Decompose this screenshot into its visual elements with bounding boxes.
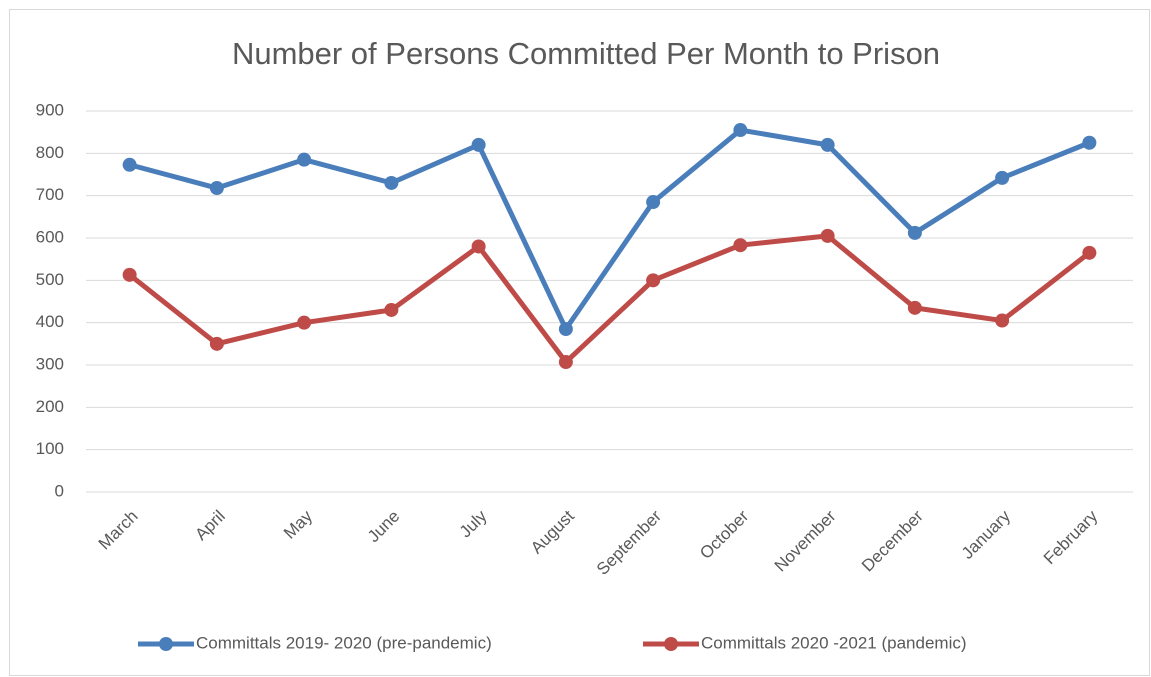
data-point [471, 239, 486, 254]
data-point [558, 355, 573, 370]
data-point [995, 170, 1010, 185]
y-tick-label: 400 [36, 312, 64, 331]
data-point [646, 195, 661, 210]
data-point [733, 238, 748, 253]
data-point [907, 225, 922, 240]
y-tick-label: 100 [36, 439, 64, 458]
legend-label: Committals 2019- 2020 (pre-pandemic) [196, 633, 492, 652]
data-point [122, 157, 137, 172]
chart-border [9, 9, 1150, 676]
y-tick-label: 800 [36, 143, 64, 162]
y-tick-label: 200 [36, 397, 64, 416]
y-tick-label: 0 [55, 481, 64, 500]
y-tick-label: 300 [36, 354, 64, 373]
chart-title: Number of Persons Committed Per Month to… [232, 36, 940, 71]
y-tick-label: 500 [36, 270, 64, 289]
legend-marker [159, 637, 173, 651]
series-line [128, 233, 1091, 365]
data-point [646, 273, 661, 288]
data-point [384, 302, 399, 317]
data-point [558, 322, 573, 337]
data-point [297, 315, 312, 330]
data-point [995, 313, 1010, 328]
data-point [122, 267, 137, 282]
y-tick-label: 700 [36, 185, 64, 204]
y-tick-label: 600 [36, 227, 64, 246]
data-point [297, 152, 312, 167]
data-point [820, 137, 835, 152]
legend-marker [664, 637, 678, 651]
data-point [209, 181, 224, 196]
data-point [209, 336, 224, 351]
data-point [1082, 135, 1097, 150]
data-point [820, 228, 835, 243]
series-line [128, 127, 1091, 332]
data-point [1082, 245, 1097, 260]
data-point [907, 300, 922, 315]
data-point [471, 137, 486, 152]
data-point [384, 175, 399, 190]
y-tick-label: 900 [36, 100, 64, 119]
legend-label: Committals 2020 -2021 (pandemic) [701, 633, 967, 652]
data-point [733, 123, 748, 138]
